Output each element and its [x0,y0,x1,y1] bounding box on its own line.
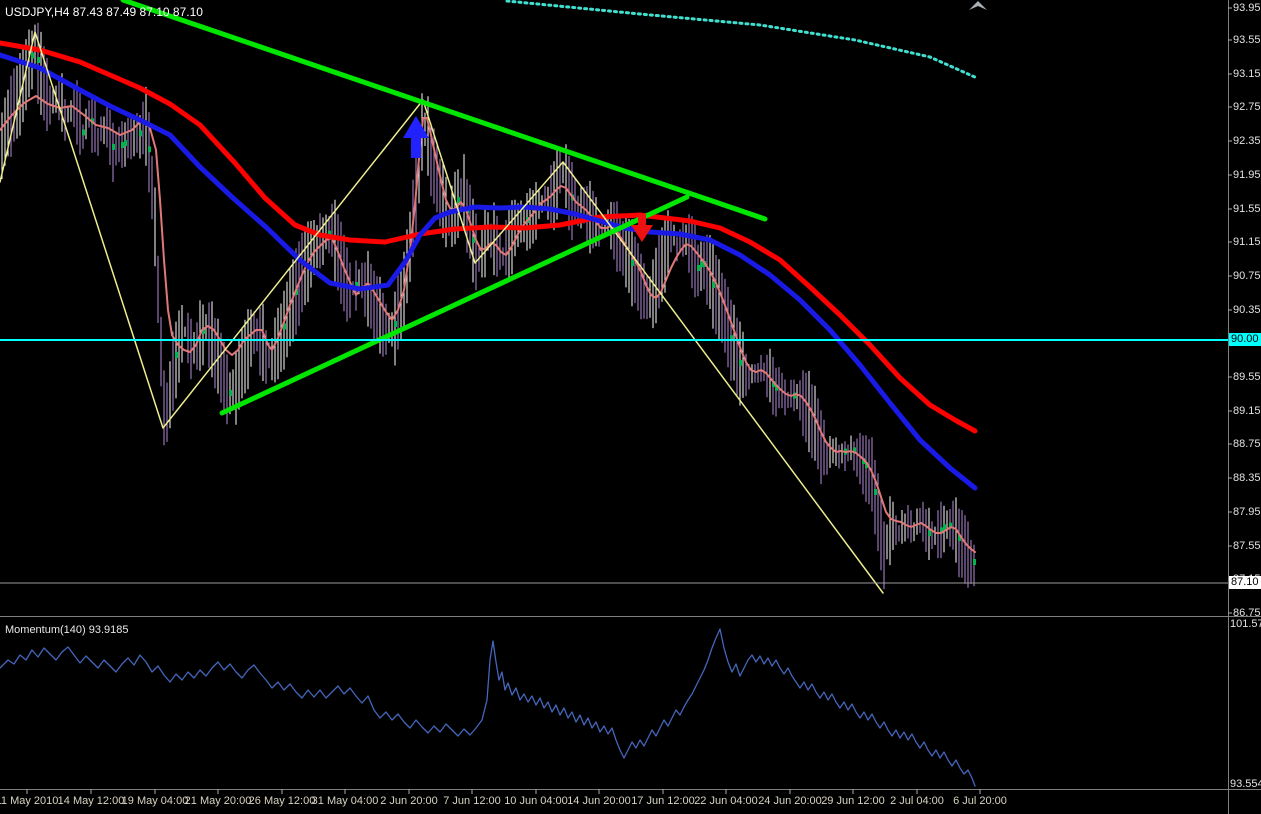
candle-body [958,535,961,541]
mouse-cursor [969,1,987,10]
candle-body [775,384,778,391]
up-arrow-signal[interactable] [403,116,429,158]
price-tick-label: 91.95 [1233,169,1261,181]
time-tick-label: 31 May 04:00 [311,795,379,807]
candle-body [355,282,358,288]
time-tick-label: 7 Jun 12:00 [443,795,501,807]
candle-body [229,390,232,396]
candle-body [697,265,700,271]
time-tick-label: 17 Jun 12:00 [631,795,695,807]
price-tick-label: 93.95 [1233,2,1261,14]
time-tick-label: 10 Jun 04:00 [504,795,568,807]
candle-body [457,197,460,203]
momentum-line [0,628,976,787]
price-tick-label: 89.15 [1233,405,1261,417]
candle-body [853,447,856,454]
chart-symbol-title: USDJPY,H4 87.43 87.49 87.10 87.10 [5,5,203,19]
price-tick-label: 91.15 [1233,236,1261,248]
price-tick-label: 93.15 [1233,68,1261,80]
candle-body [175,352,178,358]
candle-body [121,142,124,148]
time-tick-label: 2 Jun 20:00 [380,795,438,807]
candle-body [874,489,877,495]
price-tick-label: 90.75 [1233,270,1261,282]
hline-price-badge: 90.00 [1229,333,1261,346]
candle-body [865,462,868,469]
time-tick-label: 14 May 12:00 [57,795,125,807]
candle-body [31,52,34,59]
price-tick-label: 93.55 [1233,34,1261,46]
price-tick-label: 91.55 [1233,203,1261,215]
price-tick-label: 87.95 [1233,506,1261,518]
time-tick-label: 21 May 20:00 [184,795,252,807]
candle-body [949,522,952,529]
current-price-badge: 87.10 [1229,576,1261,589]
price-tick-label: 92.75 [1233,101,1261,113]
time-tick-label: 11 May 2010 [0,795,59,807]
time-tick-label: 19 May 04:00 [121,795,189,807]
candle-body [37,57,40,63]
candle-body [82,129,85,136]
candle-body [112,143,115,150]
price-tick-label: 86.75 [1233,607,1261,619]
candle-body [148,146,151,153]
price-tick-label: 89.55 [1233,371,1261,383]
candle-body [202,328,205,334]
candle-body [772,381,775,387]
candle-body [124,140,127,147]
time-tick-label: 2 Jul 04:00 [890,795,944,807]
price-tick-label: 88.75 [1233,438,1261,450]
fast-ma-line [0,95,976,553]
upper-trendline[interactable] [120,0,768,222]
mid-ma-blue [0,52,978,491]
time-tick-label: 26 May 12:00 [248,795,316,807]
candle-body [712,282,715,288]
lower-trendline[interactable] [219,194,690,416]
candle-body [943,524,946,531]
candle-body [394,321,397,327]
price-tick-label: 87.55 [1233,540,1261,552]
slow-ma-red [0,40,978,434]
candle-body [940,527,943,534]
candle-body [631,260,634,266]
candle-body [730,335,733,342]
candle-body [283,323,286,330]
candle-body [862,458,865,464]
time-tick-label: 14 Jun 20:00 [567,795,631,807]
candle-body [295,289,298,295]
time-tick-label: 6 Jul 20:00 [953,795,1007,807]
candle-body [973,559,976,565]
time-tick-label: 29 Jun 12:00 [821,795,885,807]
price-tick-label: 90.35 [1233,304,1261,316]
time-tick-label: 22 Jun 04:00 [694,795,758,807]
drawn-objects[interactable] [0,0,1228,584]
candle-body [472,237,475,243]
price-tick-label: 92.35 [1233,135,1261,147]
dotted-decline-trendline[interactable] [505,0,979,80]
momentum-max-label: 101.573 [1230,618,1261,630]
momentum-indicator-label: Momentum(140) 93.9185 [5,624,129,636]
momentum-series [0,628,976,787]
price-tick-label: 88.35 [1233,472,1261,484]
candle-body [328,230,331,237]
candle-body [700,261,703,268]
candle-body [739,359,742,366]
time-tick-label: 24 Jun 20:00 [758,795,822,807]
down-arrow-signal[interactable] [631,214,653,242]
candle-body [928,530,931,537]
momentum-min-label: 93.554 [1230,778,1261,790]
candle-body [139,130,142,137]
